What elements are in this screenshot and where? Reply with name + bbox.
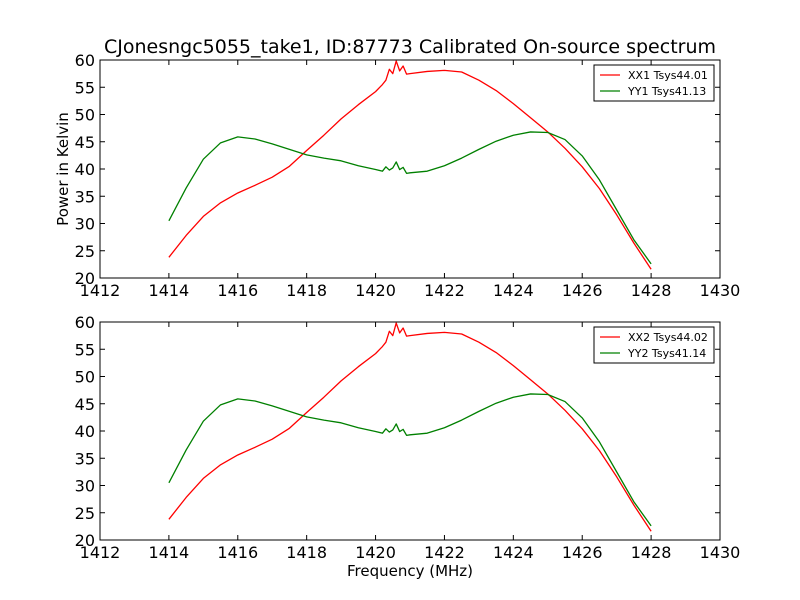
- chart-panel-1: 1412 1414 1416 1418 1420 1422 1424 1426 1428 1430…: [54, 51, 740, 300]
- y-tick-label: 45: [75, 395, 95, 414]
- legend-label-1: XX1 Tsys44.01: [628, 69, 708, 82]
- x-tick-label: 1416: [217, 543, 258, 562]
- x-tick-label: 1418: [286, 281, 327, 300]
- y-tick-label: 60: [75, 51, 95, 70]
- legend: XX2 Tsys44.02 YY2 Tsys41.14: [593, 326, 715, 364]
- series-line-2: [168, 131, 652, 265]
- legend-box: [593, 326, 715, 364]
- chart-panel-2: 1412 1414 1416 1418 1420 1422 1424 1426 1428 1430…: [75, 313, 741, 580]
- x-tick-label: 1412: [80, 281, 121, 300]
- y-tick-label: 35: [75, 187, 95, 206]
- y-tick-label: 50: [75, 106, 95, 125]
- series-line-2: [168, 393, 652, 527]
- y-tick-label: 35: [75, 449, 95, 468]
- series-line-1: [168, 60, 652, 270]
- chart-panels: 1412 1414 1416 1418 1420 1422 1424 1426 1428 1430…: [54, 51, 740, 580]
- y-tick-label: 30: [75, 477, 95, 496]
- legend-box: [593, 64, 715, 102]
- x-tick-label: 1412: [80, 543, 121, 562]
- x-tick-label: 1430: [700, 281, 741, 300]
- y-tick-label: 45: [75, 133, 95, 152]
- legend-label-1: XX2 Tsys44.02: [628, 331, 708, 344]
- x-tick-label: 1430: [700, 543, 741, 562]
- x-tick-label: 1422: [424, 281, 465, 300]
- y-axis-label: Power in Kelvin: [54, 112, 72, 226]
- series-line-1: [168, 322, 652, 532]
- x-tick-label: 1420: [355, 543, 396, 562]
- x-tick-label: 1424: [493, 543, 534, 562]
- y-tick-label: 50: [75, 368, 95, 387]
- x-tick-label: 1416: [217, 281, 258, 300]
- x-tick-label: 1414: [149, 543, 190, 562]
- y-tick-label: 55: [75, 78, 95, 97]
- y-tick-label: 55: [75, 340, 95, 359]
- y-tick-label: 20: [75, 269, 95, 288]
- x-tick-label: 1428: [631, 543, 672, 562]
- x-tick-label: 1420: [355, 281, 396, 300]
- x-tick-label: 1426: [562, 543, 603, 562]
- x-tick-label: 1414: [149, 281, 190, 300]
- x-tick-label: 1418: [286, 543, 327, 562]
- y-tick-label: 25: [75, 504, 95, 523]
- figure-title: CJonesngc5055_take1, ID:87773 Calibrated…: [104, 36, 716, 58]
- legend-label-2: YY1 Tsys41.13: [627, 85, 706, 98]
- y-tick-label: 40: [75, 422, 95, 441]
- legend-label-2: YY2 Tsys41.14: [627, 347, 706, 360]
- x-tick-label: 1422: [424, 543, 465, 562]
- x-axis-label: Frequency (MHz): [347, 562, 473, 580]
- y-tick-label: 40: [75, 160, 95, 179]
- y-tick-label: 60: [75, 313, 95, 332]
- legend: XX1 Tsys44.01 YY1 Tsys41.13: [593, 64, 715, 102]
- y-tick-label: 20: [75, 531, 95, 550]
- x-tick-label: 1424: [493, 281, 534, 300]
- y-tick-label: 25: [75, 242, 95, 261]
- x-tick-label: 1428: [631, 281, 672, 300]
- x-tick-label: 1426: [562, 281, 603, 300]
- y-tick-label: 30: [75, 215, 95, 234]
